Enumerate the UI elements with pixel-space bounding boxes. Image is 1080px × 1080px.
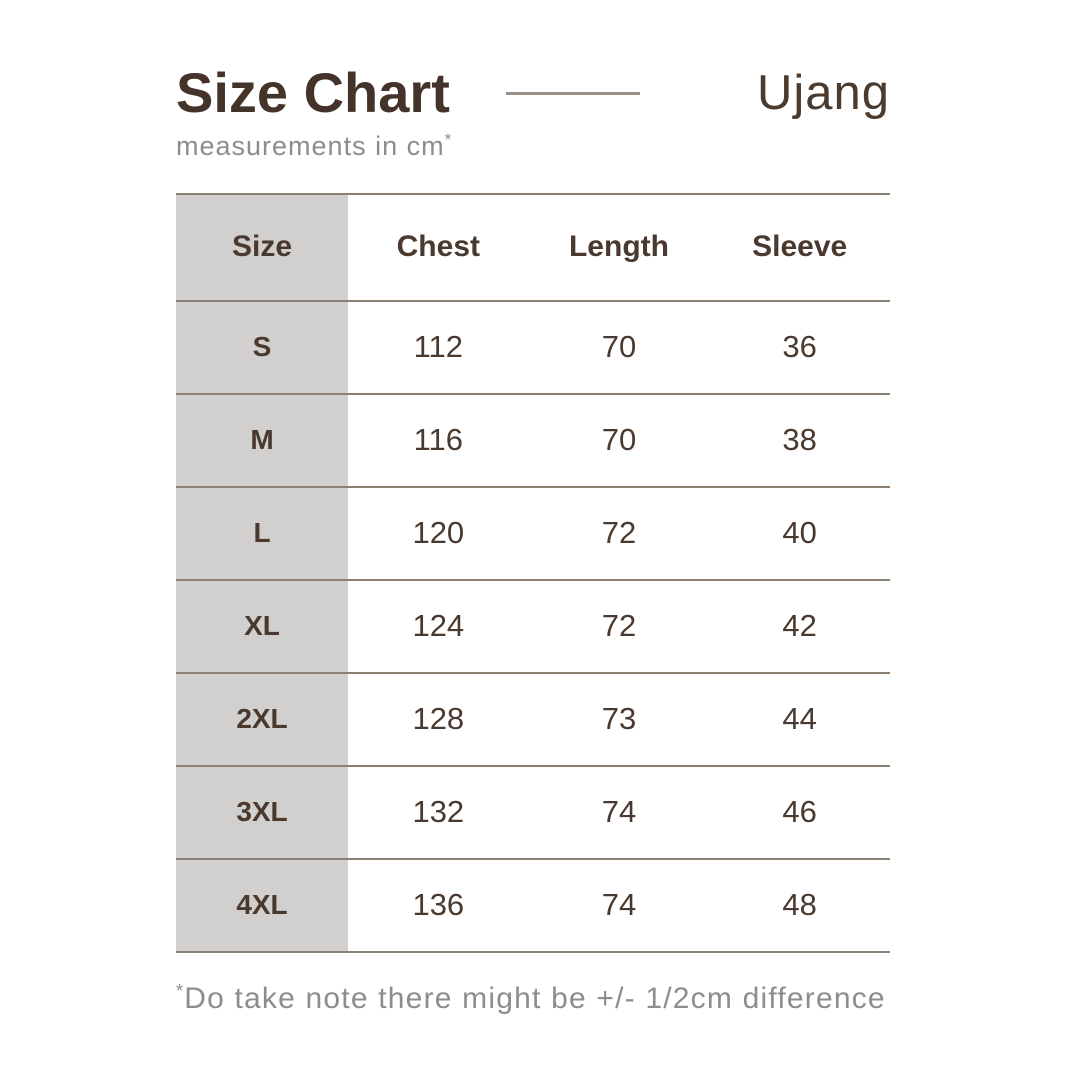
size-cell: L [176,486,348,580]
measurement-cell: 46 [782,794,817,830]
measurement-cell: 112 [413,329,464,365]
subtitle-asterisk: * [444,129,453,149]
table-row: 2XL 128 73 44 [176,672,890,766]
measurement-cell: 38 [782,422,817,458]
table-row: M 116 70 38 [176,393,890,487]
footnote-asterisk: * [176,980,185,1001]
measurement-cell: 74 [601,887,637,923]
measurement-cell: 70 [601,422,637,458]
column-header-sleeve: Sleeve [752,230,848,264]
column-header-size: Size [176,193,348,301]
table-row: XL 124 72 42 [176,579,890,673]
measurement-cell: 48 [782,887,817,923]
measurement-cell: 44 [782,701,817,737]
measurement-cell: 70 [601,329,637,365]
measurement-cell: 136 [412,887,465,923]
subtitle-text: measurements in cm [176,130,445,161]
table-row: S 112 70 36 [176,300,890,394]
measurement-cell: 74 [601,794,637,830]
size-cell: S [176,300,348,394]
footnote: *Do take note there might be +/- 1/2cm d… [176,982,890,1016]
measurement-cell: 72 [601,608,637,644]
size-cell: XL [176,579,348,673]
measurement-cell: 124 [412,608,465,644]
table-row: 3XL 132 74 46 [176,765,890,859]
measurement-cell: 73 [601,701,637,737]
footnote-text: Do take note there might be +/- 1/2cm di… [184,981,886,1015]
column-header-length: Length [568,230,669,264]
header: Size Chart Ujang [176,61,890,124]
table-body: S 112 70 36 M 116 70 38 L 120 72 40 XL 124 72 42 2XL 128 7… [176,300,890,952]
measurement-cell: 36 [782,329,817,365]
measurement-cell: 120 [412,515,465,551]
size-cell: 3XL [176,765,348,859]
column-header-chest: Chest [396,230,480,264]
page-title: Size Chart [176,61,450,124]
measurement-cell: 116 [413,422,464,458]
size-chart-table: Size Chest Length Sleeve S 112 70 36 M 116 70 3… [176,192,890,953]
measurement-cell: 42 [782,608,817,644]
brand-name: Ujang [756,66,890,121]
size-cell: M [176,393,348,487]
measurement-cell: 132 [412,794,465,830]
table-row: L 120 72 40 [176,486,890,580]
measurement-cell: 128 [412,701,465,737]
size-cell: 4XL [176,858,348,952]
measurement-cell: 40 [782,515,817,551]
measurement-cell: 72 [601,515,637,551]
subtitle: measurements in cm* [176,131,890,162]
table-header-row: Size Chest Length Sleeve [176,193,890,301]
size-cell: 2XL [176,672,348,766]
title-divider-line [505,91,640,95]
content-column: Size Chart Ujang measurements in cm* Siz… [176,61,890,1016]
table-row: 4XL 136 74 48 [176,858,890,952]
